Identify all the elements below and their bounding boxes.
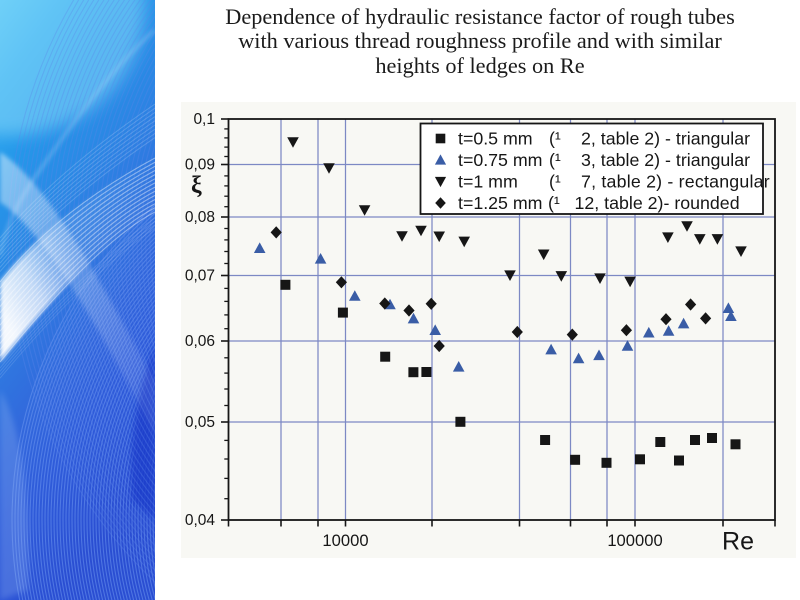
svg-text:(¹: (¹ (549, 129, 561, 149)
svg-text:0,06: 0,06 (185, 333, 215, 350)
svg-text:12, table 2)- rounded: 12, table 2)- rounded (575, 193, 740, 213)
svg-text:t=1.25 mm: t=1.25 mm (458, 193, 543, 213)
svg-text:0,09: 0,09 (185, 157, 215, 174)
svg-text:0,04: 0,04 (185, 512, 216, 529)
svg-text:(¹: (¹ (549, 172, 561, 192)
svg-text:(¹: (¹ (548, 193, 560, 213)
svg-text:ξ: ξ (191, 173, 202, 199)
svg-text:Re: Re (722, 528, 754, 556)
svg-text:(¹: (¹ (549, 150, 561, 170)
svg-text:100000: 100000 (607, 531, 662, 550)
svg-text:t=0.5 mm: t=0.5 mm (458, 129, 533, 149)
svg-text:0,1: 0,1 (193, 111, 215, 128)
svg-text:t=1 mm: t=1 mm (458, 172, 518, 192)
svg-text:0,05: 0,05 (185, 414, 215, 431)
svg-text:7, table 2) - rectangular: 7, table 2) - rectangular (581, 172, 770, 192)
svg-text:10000: 10000 (322, 531, 368, 550)
svg-text:0,07: 0,07 (185, 268, 215, 285)
svg-text:0,08: 0,08 (185, 209, 215, 226)
svg-text:3, table 2) - triangular: 3, table 2) - triangular (581, 150, 750, 170)
svg-text:t=0.75 mm: t=0.75 mm (458, 150, 543, 170)
svg-text:2, table 2) - triangular: 2, table 2) - triangular (581, 129, 750, 149)
